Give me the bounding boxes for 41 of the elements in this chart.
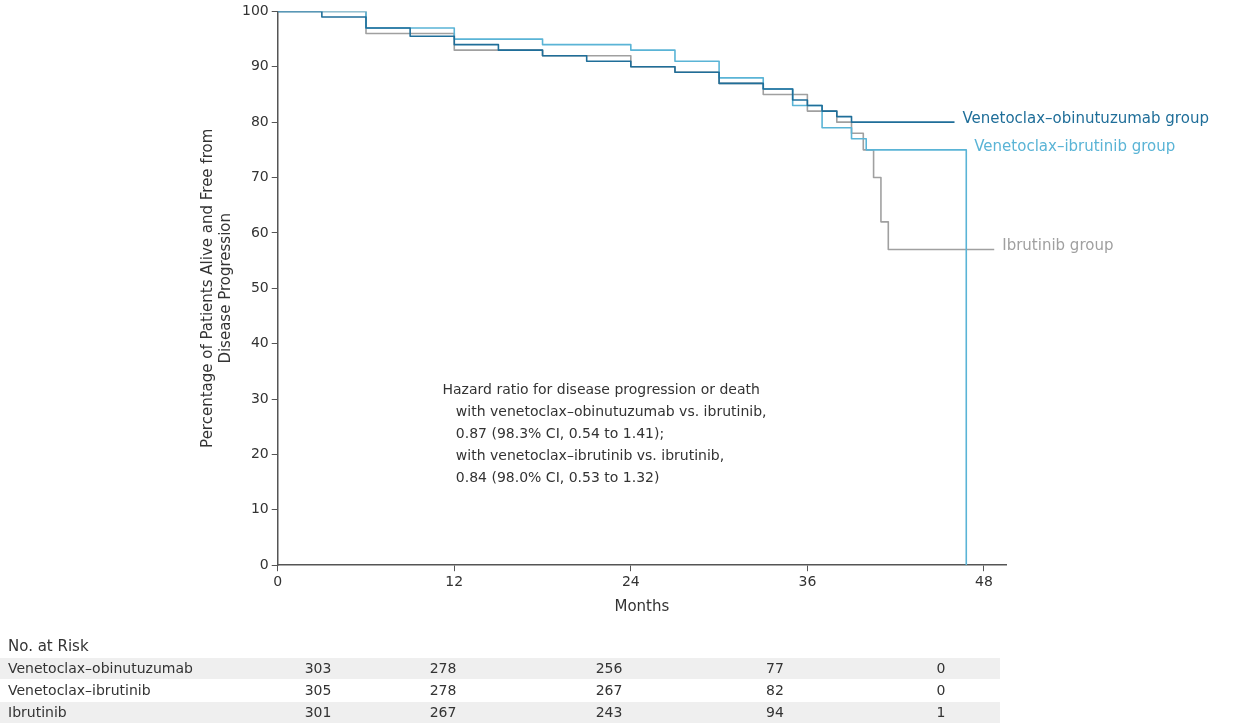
text: 77: [765, 660, 785, 676]
text: Venetoclax–ibrutinib: [8, 682, 151, 698]
y-axis-title: Percentage of Patients Alive and Free from Disease Progression: [197, 128, 234, 448]
y-tick-label: 60: [250, 223, 269, 240]
y-tick-label: 10: [250, 500, 269, 517]
text: 0: [935, 682, 947, 698]
text: 1: [935, 704, 947, 720]
text: 243: [594, 704, 624, 720]
y-tick-label: 40: [250, 334, 269, 351]
y-tick-label: 30: [250, 389, 269, 406]
y-tick-label: 50: [250, 278, 269, 295]
series-label: Venetoclax–obinutuzumab group: [962, 109, 1209, 128]
text: 301: [303, 704, 333, 720]
y-tick-label: 0: [259, 555, 269, 572]
series-label: Venetoclax–ibrutinib group: [974, 136, 1176, 155]
text: 303: [303, 660, 333, 676]
text: 278: [428, 682, 458, 698]
text: 278: [428, 660, 458, 676]
y-tick-label: 70: [250, 168, 269, 185]
y-tick-label: 80: [250, 112, 269, 129]
text: 267: [428, 704, 458, 720]
text: 82: [765, 682, 785, 698]
series-label: Ibrutinib group: [1002, 236, 1114, 255]
x-tick-label: 0: [273, 573, 283, 590]
text: 94: [765, 704, 785, 720]
y-tick-label: 100: [241, 2, 269, 19]
x-tick-label: 36: [798, 573, 817, 590]
text: 305: [303, 682, 333, 698]
y-tick-label: 20: [250, 445, 269, 462]
text: 0: [935, 660, 947, 676]
text: 267: [594, 682, 624, 698]
text: Venetoclax–obinutuzumab: [8, 660, 193, 676]
x-axis-title: Months: [614, 596, 670, 615]
text: 256: [594, 660, 624, 676]
x-tick-label: 48: [975, 573, 993, 590]
text: No. at Risk: [8, 637, 89, 655]
annotation: Hazard ratio for disease progression or death with venetoclax–obinutuzumab vs. ibrutinib, 0.87 (98.3% CI, 0.54 to 1.41); with venetoclax–ibrutinib vs. ibrutinib, 0.84 (98.0% CI, 0.53 to 1.32): [442, 381, 767, 486]
x-tick-label: 12: [445, 573, 464, 590]
x-tick-label: 24: [621, 573, 640, 590]
y-tick-label: 90: [250, 57, 269, 74]
text: Ibrutinib: [8, 704, 67, 720]
